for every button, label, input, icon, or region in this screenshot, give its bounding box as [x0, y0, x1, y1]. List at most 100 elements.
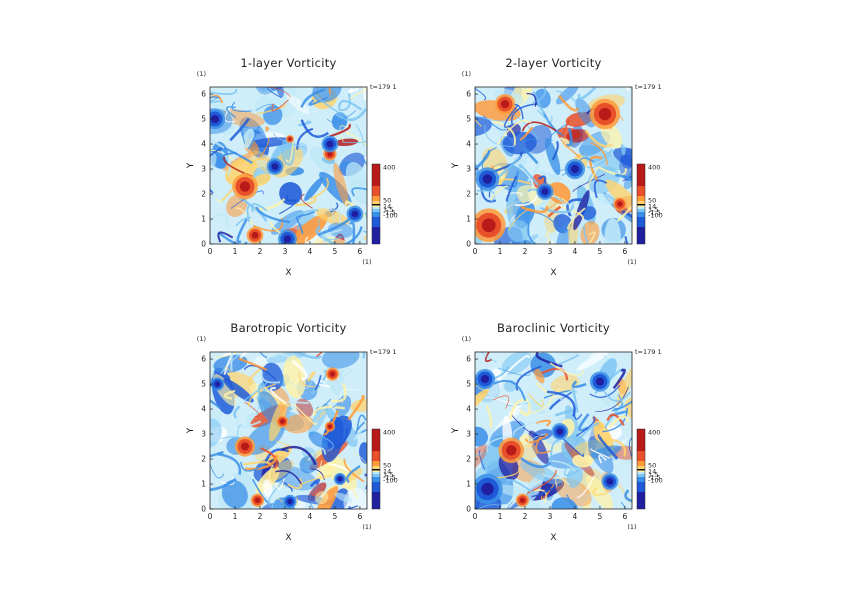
colorbar-segment: [372, 492, 380, 509]
field-patch: [520, 461, 563, 485]
field-filament: [256, 404, 265, 416]
field-filament: [300, 193, 313, 209]
field-filament: [583, 225, 591, 244]
field-filament: [615, 173, 632, 182]
time-label: t=179 1: [635, 348, 662, 356]
field-filament: [334, 107, 367, 122]
colorbar-label: -1.5: [648, 209, 661, 217]
field-filament: [251, 478, 274, 506]
field-patch: [583, 337, 601, 353]
field-filament: [343, 458, 365, 483]
colorbar-label: -1.5: [648, 474, 661, 482]
field-filament: [602, 438, 627, 457]
colorbar-segment: [637, 207, 645, 209]
field-filament: [332, 428, 349, 451]
field-filament: [309, 177, 329, 200]
colorbar-segment: [372, 201, 380, 204]
field-filament: [235, 207, 254, 225]
x-tick-label: 4: [308, 512, 313, 521]
colorbar-segment: [372, 186, 380, 196]
field-filament: [560, 138, 581, 158]
field-filament: [236, 218, 248, 244]
field-filament: [550, 439, 560, 463]
field-filament: [210, 482, 216, 487]
panel-3: 0 1 2 3 4 5 6 0 1 2 3 4 5 6 Barotropic Vorticity X Y (1) (…: [186, 321, 398, 543]
field-filament: [559, 389, 578, 401]
field-filament: [486, 435, 512, 453]
x-tick-label: 1: [233, 247, 238, 256]
field-patch: [566, 466, 583, 488]
field-filament: [595, 386, 629, 412]
field-filament: [210, 371, 215, 382]
field-filament: [312, 405, 346, 417]
field-patch: [343, 487, 367, 509]
x-axis-label: X: [550, 533, 556, 543]
field-patch: [575, 98, 596, 128]
y-tick-label: 3: [466, 165, 471, 174]
field-filament: [257, 384, 267, 400]
x-tick-label: 4: [308, 247, 313, 256]
field-filament: [558, 94, 580, 112]
colorbar-segment: [372, 209, 380, 212]
y-unit-label: (1): [197, 335, 206, 343]
plot-frame: [474, 86, 633, 245]
field-filament: [549, 122, 569, 141]
field-patch: [590, 445, 622, 459]
colorbar-segment: [372, 451, 380, 461]
field-filament: [527, 393, 544, 407]
colorbar-segment: [637, 201, 645, 204]
field-patch: [623, 166, 632, 190]
field-filament: [484, 352, 493, 363]
field-filament: [214, 352, 239, 359]
vortex-core: [210, 114, 220, 124]
vortex-core: [254, 497, 261, 503]
field-filament: [327, 209, 341, 224]
field-filament: [330, 382, 347, 403]
colorbar-frame: [371, 428, 381, 510]
field-patch: [604, 179, 632, 214]
field-filament: [329, 123, 351, 138]
time-label: t=179 1: [635, 83, 662, 91]
field-patch: [502, 131, 537, 155]
field-filament: [243, 381, 268, 402]
field-filament: [250, 202, 268, 213]
field-filament: [220, 150, 232, 176]
field-filament: [544, 228, 552, 238]
field-patch: [281, 138, 295, 167]
field-filament: [603, 390, 631, 402]
field-filament: [298, 475, 332, 486]
field-filament: [610, 87, 631, 92]
colorbar-segment: [637, 227, 645, 244]
field-filament: [586, 167, 599, 189]
field-filament: [508, 398, 529, 420]
colorbar-label: 400: [383, 429, 395, 437]
y-tick-label: 2: [201, 190, 206, 199]
plot-frame: [474, 351, 633, 510]
field-filament: [211, 88, 238, 95]
field-filament: [573, 171, 587, 187]
field-filament: [229, 117, 250, 142]
field-patch: [507, 220, 530, 243]
field-patch: [234, 245, 273, 279]
field-filament: [475, 115, 506, 122]
field-filament: [338, 99, 363, 111]
x-tick-label: 1: [233, 512, 238, 521]
x-tick-label: 2: [258, 247, 263, 256]
time-label: t=179 1: [370, 83, 397, 91]
y-tick-label: 0: [201, 240, 206, 249]
field-filament: [576, 416, 596, 437]
field-filament: [235, 216, 252, 227]
x-tick-label: 2: [258, 512, 263, 521]
field-patch: [532, 352, 547, 353]
field-filament: [217, 452, 242, 475]
field-filament: [326, 483, 359, 500]
field-filament: [355, 421, 367, 435]
field-filament: [558, 119, 571, 138]
field-patch: [266, 352, 307, 363]
field-filament: [588, 352, 607, 358]
field-filament: [271, 99, 289, 112]
vortex-core: [598, 107, 612, 121]
field-filament: [589, 402, 611, 424]
vorticity-field: [475, 337, 632, 509]
